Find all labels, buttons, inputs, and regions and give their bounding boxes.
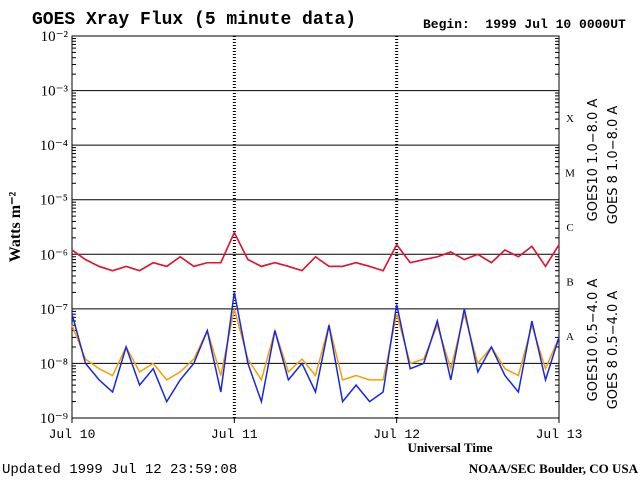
x-tick-label: Jul 11 — [211, 427, 258, 442]
y-tick-label: 10⁻⁵ — [40, 193, 68, 209]
y-tick-label: 10⁻⁸ — [40, 356, 68, 372]
plot-frame — [71, 35, 560, 419]
y-tick-label: 10⁻⁹ — [40, 411, 68, 427]
y-axis-label: Watts m⁻² — [7, 192, 24, 263]
y-tick-label: 10⁻³ — [41, 84, 69, 100]
credit-label: NOAA/SEC Boulder, CO USA — [469, 461, 639, 476]
x-axis-label: Universal Time — [407, 440, 492, 455]
x-tick-label: Jul 13 — [536, 427, 583, 442]
x-tick-label: Jul 12 — [373, 427, 420, 442]
y-tick-label: 10⁻⁴ — [40, 138, 68, 154]
flare-class-label: X — [566, 113, 574, 125]
legend-entry: GOES10 1.0−8.0 A — [586, 99, 601, 222]
y-tick-label: 10⁻² — [41, 29, 69, 45]
flare-class-label: C — [566, 222, 573, 234]
series-line — [71, 292, 560, 405]
series-line — [71, 230, 560, 272]
chart-title: GOES Xray Flux (5 minute data) — [32, 10, 356, 30]
y-tick-label: 10⁻⁶ — [40, 247, 68, 263]
x-tick-label: Jul 10 — [49, 427, 96, 442]
flare-class-label: A — [566, 331, 574, 343]
updated-label: Updated 1999 Jul 12 23:59:08 — [2, 462, 237, 478]
legend-entry: GOES10 0.5−4.0 A — [586, 279, 601, 402]
legend-entry: GOES 8 0.5−4.0 A — [606, 291, 621, 410]
flare-class-label: M — [565, 167, 575, 179]
flare-class-label: B — [566, 277, 573, 289]
begin-label: Begin: 1999 Jul 10 0000UT — [423, 17, 626, 32]
series-line — [71, 308, 560, 382]
y-tick-label: 10⁻⁷ — [40, 302, 68, 318]
series-line — [71, 230, 560, 272]
legend-entry: GOES 8 1.0−8.0 A — [606, 106, 621, 225]
